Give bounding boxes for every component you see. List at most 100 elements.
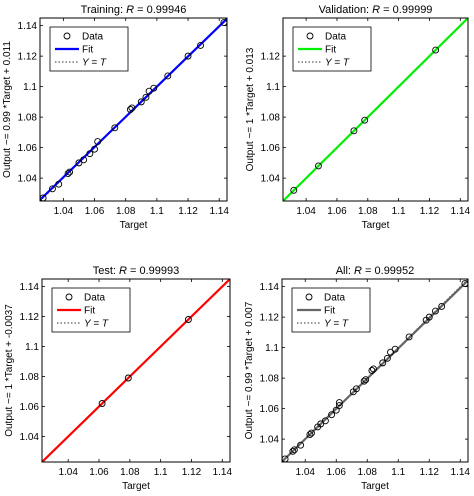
data-point	[308, 429, 315, 437]
y-tick-label: 1.14	[18, 21, 38, 32]
y-tick-label: 1.04	[20, 432, 40, 443]
data-point	[137, 98, 145, 106]
data-point	[197, 42, 204, 49]
data-point	[405, 333, 413, 341]
x-tick-label: 1.04	[296, 206, 316, 217]
data-point	[145, 87, 153, 95]
data-point	[111, 124, 119, 132]
x-tick-label: 1.04	[54, 206, 74, 217]
x-tick-label: 1.04	[296, 467, 316, 478]
data-point	[289, 447, 297, 455]
legend-label-data: Data	[84, 293, 106, 304]
y-axis-label: Output ~= 0.99 *Target + 0.007	[244, 301, 255, 439]
data-point	[361, 116, 369, 124]
data-point	[126, 106, 134, 113]
y-tick-label: 1.04	[260, 435, 280, 446]
data-point	[387, 348, 394, 356]
data-point	[350, 127, 358, 135]
legend-label-fit: Fit	[82, 45, 93, 56]
x-tick-label: 1.14	[209, 206, 229, 217]
x-tick-label: 1.04	[58, 467, 78, 478]
x-axis-label: Target	[361, 481, 389, 492]
y-tick-label: 1.06	[20, 402, 40, 413]
y-tick-label: 1.12	[260, 313, 280, 324]
legend-label-fit: Fit	[324, 306, 335, 317]
legend-data-marker	[306, 32, 314, 40]
data-point	[362, 376, 370, 384]
x-axis-label: Target	[362, 220, 390, 231]
legend-label-identity: Y = T	[325, 58, 350, 69]
x-tick-label: 1.06	[327, 467, 347, 478]
data-point	[150, 84, 158, 92]
x-tick-label: 1.06	[327, 206, 347, 217]
data-point	[66, 168, 74, 176]
panel-1: 1.04 1.06 1.08 1.1 1.12 1.14 1.04 1.06 1.08 1.1 1.…	[2, 4, 229, 231]
data-point	[432, 46, 440, 54]
x-tick-label: 1.1	[392, 206, 406, 217]
legend-label-fit: Fit	[325, 45, 336, 56]
legend-data-marker	[65, 293, 73, 301]
chart-title: Test: R = 0.99993	[93, 265, 180, 277]
data-point	[184, 316, 192, 323]
y-tick-label: 1.08	[260, 374, 280, 385]
data-point	[290, 446, 298, 454]
legend: Data Fit Y = T	[49, 26, 129, 72]
data-point	[335, 399, 343, 406]
data-point	[55, 180, 63, 188]
y-tick-label: 1.08	[18, 113, 38, 124]
x-tick-label: 1.12	[420, 206, 440, 217]
data-point	[142, 93, 150, 101]
data-point	[297, 441, 305, 449]
y-tick-label: 1.1	[25, 342, 39, 353]
axes-box	[39, 17, 228, 202]
data-point	[335, 402, 343, 410]
data-point	[94, 138, 102, 145]
axes-box	[282, 17, 469, 202]
data-point	[64, 170, 72, 178]
x-tick-label: 1.14	[451, 467, 471, 478]
y-tick-label: 1.1	[23, 82, 37, 93]
data-point	[80, 156, 88, 164]
y-tick-label: 1.04	[18, 174, 38, 185]
data-point	[98, 400, 106, 407]
legend: Data Fit Y = T	[51, 287, 131, 333]
legend-label-identity: Y = T	[82, 58, 107, 69]
x-tick-label: 1.1	[154, 467, 168, 478]
legend-data-marker	[305, 293, 313, 301]
y-tick-label: 1.14	[20, 282, 40, 293]
y-tick-label: 1.06	[18, 143, 38, 154]
chart-title: All: R = 0.99952	[336, 265, 415, 277]
data-point	[379, 359, 387, 367]
legend-label-data: Data	[82, 32, 104, 43]
legend-label-data: Data	[324, 293, 346, 304]
data-point	[383, 354, 391, 362]
y-tick-label: 1.1	[266, 82, 280, 93]
data-point	[438, 303, 446, 310]
x-tick-label: 1.08	[120, 467, 140, 478]
data-point	[91, 145, 98, 153]
data-point	[360, 377, 368, 385]
fit-line	[283, 18, 468, 201]
legend-label-data: Data	[325, 32, 347, 43]
fit-line	[42, 279, 230, 462]
data-point	[128, 104, 136, 112]
data-point	[124, 374, 132, 382]
data-point	[317, 420, 325, 428]
data-point	[391, 345, 399, 353]
legend-label-identity: Y = T	[84, 319, 109, 330]
legend: Data Fit Y = T	[292, 26, 372, 72]
y-tick-label: 1.06	[260, 404, 280, 415]
x-tick-label: 1.1	[391, 467, 405, 478]
x-tick-label: 1.1	[150, 206, 164, 217]
legend-label-identity: Y = T	[324, 319, 349, 330]
y-tick-label: 1.12	[20, 312, 40, 323]
x-tick-label: 1.14	[451, 206, 471, 217]
y-tick-label: 1.12	[18, 52, 38, 63]
axes-box	[281, 278, 469, 463]
data-point	[425, 313, 433, 321]
y-tick-label: 1.12	[261, 52, 281, 63]
legend-label-fit: Fit	[84, 306, 95, 317]
data-point	[328, 411, 336, 419]
data-point	[352, 385, 360, 393]
x-tick-label: 1.06	[89, 467, 109, 478]
